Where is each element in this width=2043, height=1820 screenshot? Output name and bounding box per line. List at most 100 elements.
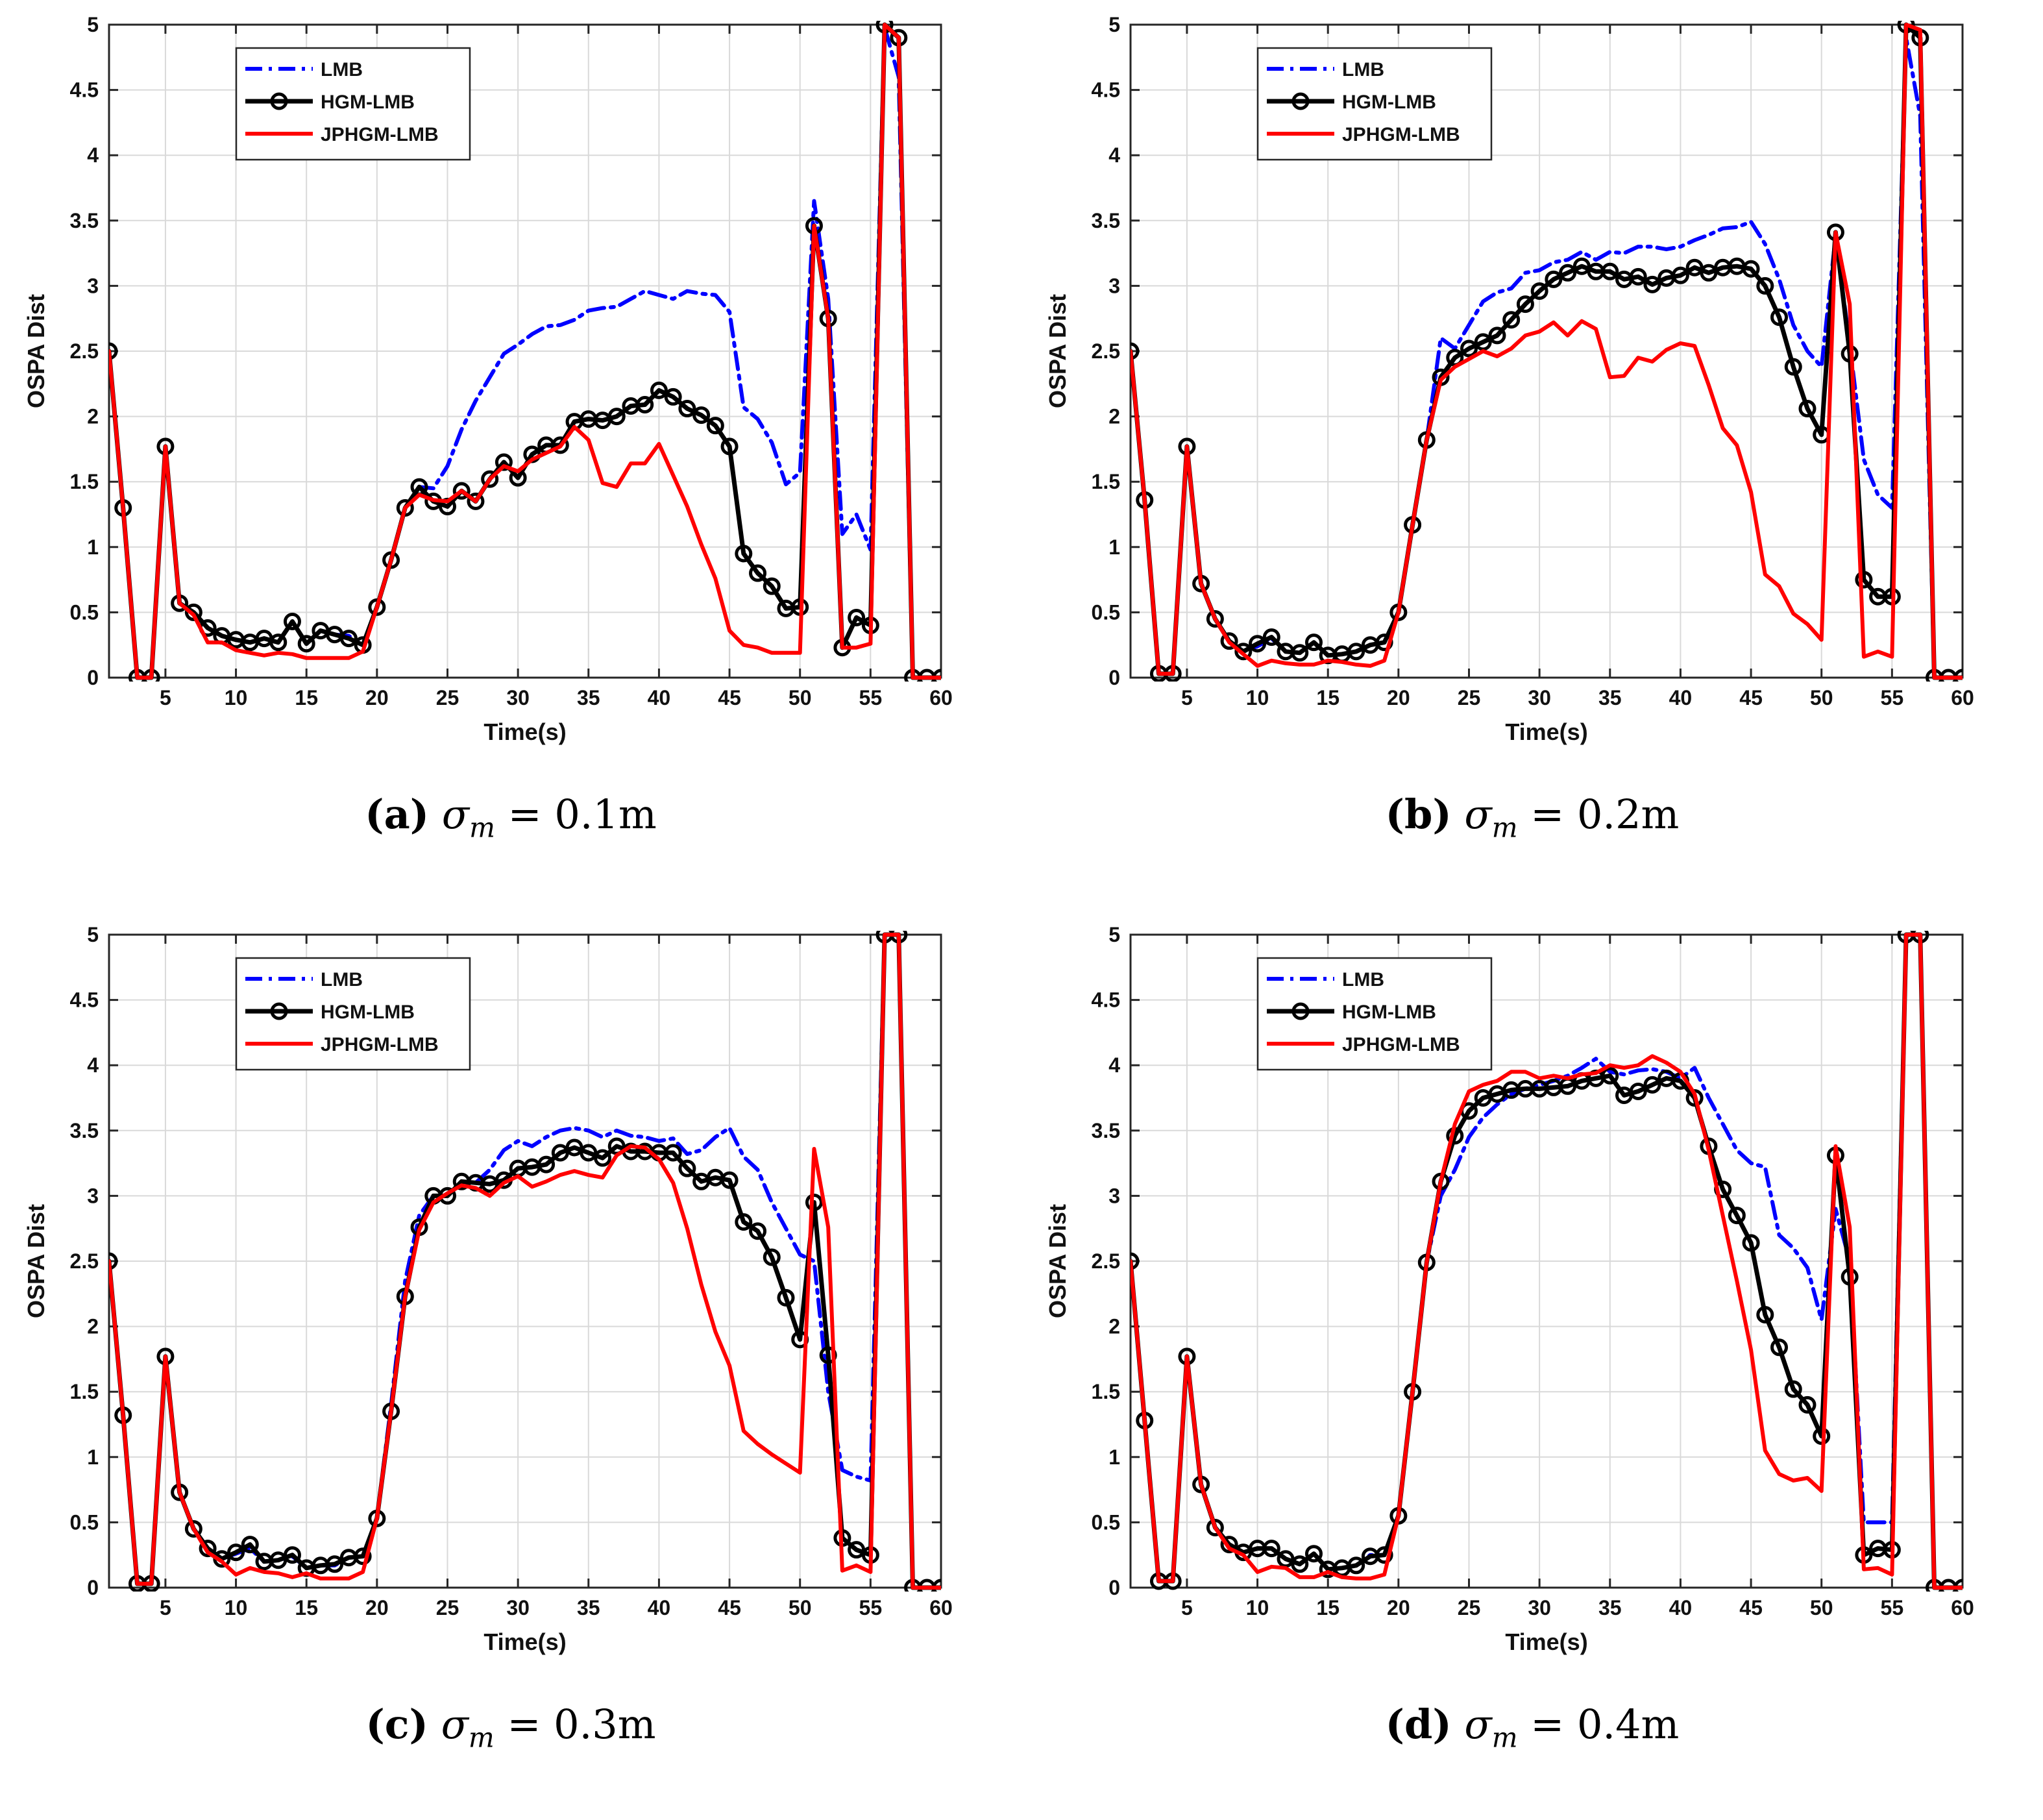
- x-tick-label: 15: [1316, 1596, 1340, 1619]
- data-point-hgm-lmb: [594, 1149, 612, 1167]
- caption-subscript: m: [469, 811, 495, 844]
- data-point-hgm-lmb: [109, 342, 118, 360]
- caption-subscript: m: [1491, 811, 1518, 844]
- x-tick-label: 25: [436, 686, 459, 709]
- legend-label-hgm-lmb: HGM-LMB: [321, 92, 415, 113]
- y-tick-label: 3.5: [70, 1119, 99, 1142]
- chart-b: 5 10 15 20 25 30 35 40 45 50 55 6000.511.522.533.54…: [1044, 13, 1974, 745]
- y-tick-label: 2: [1108, 1315, 1120, 1338]
- data-point-hgm-lmb: [1629, 267, 1647, 286]
- y-tick-label: 4.5: [1092, 79, 1120, 102]
- data-point-hgm-lmb: [1262, 628, 1280, 646]
- y-tick-label: 5: [87, 923, 99, 946]
- y-axis-label: OSPA Dist: [23, 1204, 49, 1318]
- x-tick-label: 50: [1810, 686, 1833, 709]
- legend-marker-hgm-lmb: [270, 92, 288, 110]
- data-point-hgm-lmb: [1460, 339, 1478, 358]
- data-point-hgm-lmb: [283, 1546, 301, 1564]
- data-point-hgm-lmb: [452, 482, 471, 500]
- y-tick-label: 0.5: [70, 600, 99, 624]
- y-tick-label: 1.5: [1092, 1380, 1120, 1403]
- legend-box: [1256, 47, 1493, 161]
- x-tick-label: 30: [1528, 1596, 1551, 1619]
- x-tick-label: 25: [436, 1596, 459, 1619]
- x-tick-label: 10: [225, 1596, 248, 1619]
- series-line-lmb: [109, 933, 941, 1590]
- y-tick-label: 2: [1108, 405, 1120, 428]
- data-point-hgm-lmb: [706, 417, 724, 435]
- legend-label-hgm-lmb: HGM-LMB: [1342, 1002, 1436, 1023]
- x-tick-label: 55: [1881, 1596, 1904, 1619]
- series-group: [1131, 21, 1963, 682]
- data-point-hgm-lmb: [763, 577, 781, 595]
- data-point-hgm-lmb: [1756, 277, 1774, 295]
- y-tick-label: 0: [1108, 666, 1120, 689]
- data-point-hgm-lmb: [763, 1248, 781, 1266]
- y-tick-label: 0.5: [70, 1510, 99, 1534]
- data-point-hgm-lmb: [1629, 1082, 1647, 1100]
- y-tick-label: 5: [1108, 923, 1120, 946]
- data-point-hgm-lmb: [1347, 1556, 1365, 1575]
- x-tick-label: 60: [1951, 686, 1974, 709]
- x-tick-label: 40: [648, 1596, 671, 1619]
- legend-label-lmb: LMB: [1342, 59, 1384, 80]
- caption-letter: (c): [365, 1701, 428, 1748]
- y-tick-label: 4: [1108, 143, 1120, 167]
- data-point-hgm-lmb: [354, 1547, 372, 1566]
- data-point-hgm-lmb: [241, 1536, 259, 1554]
- x-tick-label: 20: [365, 1596, 389, 1619]
- y-tick-label: 4.5: [70, 79, 99, 102]
- x-tick-label: 5: [160, 686, 171, 709]
- data-point-hgm-lmb: [650, 381, 668, 399]
- data-point-hgm-lmb: [184, 1519, 202, 1538]
- caption-symbol: σ: [1464, 1701, 1492, 1748]
- x-tick-label: 60: [929, 686, 953, 709]
- x-tick-label: 35: [1598, 1596, 1622, 1619]
- data-point-hgm-lmb: [1559, 264, 1577, 282]
- y-tick-label: 3: [1108, 1184, 1120, 1207]
- x-tick-label: 45: [1739, 1596, 1763, 1619]
- data-point-hgm-lmb: [1643, 275, 1661, 293]
- data-point-hgm-lmb: [339, 630, 358, 648]
- caption-letter: (d): [1385, 1701, 1452, 1748]
- caption-b: (b) σm = 0.2m: [1022, 791, 2043, 843]
- x-tick-label: 20: [365, 686, 389, 709]
- data-point-hgm-lmb: [184, 603, 202, 621]
- y-axis-label: OSPA Dist: [23, 294, 49, 408]
- y-tick-label: 3.5: [1092, 209, 1120, 232]
- data-point-hgm-lmb: [1742, 1234, 1760, 1252]
- caption-equals: =: [1530, 1701, 1565, 1748]
- data-point-hgm-lmb: [1601, 1066, 1619, 1085]
- y-tick-label: 0: [87, 1576, 99, 1599]
- y-tick-label: 2: [87, 1315, 99, 1338]
- caption-d: (d) σm = 0.4m: [1022, 1701, 2043, 1753]
- series-line-hgm-lmb: [1131, 22, 1963, 680]
- y-tick-label: 3: [87, 274, 99, 297]
- caption-symbol: σ: [441, 791, 470, 838]
- data-point-hgm-lmb: [269, 633, 287, 652]
- data-point-hgm-lmb: [664, 387, 682, 406]
- caption-c: (c) σm = 0.3m: [0, 1701, 1022, 1753]
- x-tick-label: 35: [577, 1596, 600, 1619]
- caption-value: 0.1m: [554, 791, 657, 838]
- x-tick-label: 50: [789, 1596, 812, 1619]
- legend-box: [235, 957, 471, 1071]
- chart-c: 5 10 15 20 25 30 35 40 45 50 55 6000.511.522.533.54…: [23, 923, 953, 1655]
- y-tick-label: 2.5: [1092, 1249, 1120, 1273]
- x-tick-label: 25: [1458, 1596, 1481, 1619]
- data-point-hgm-lmb: [735, 545, 753, 563]
- y-tick-label: 3.5: [70, 209, 99, 232]
- y-tick-label: 1: [1108, 535, 1120, 559]
- legend-marker-hgm-lmb: [1291, 92, 1310, 110]
- y-tick-label: 3.5: [1092, 1119, 1120, 1142]
- data-point-hgm-lmb: [1545, 270, 1563, 288]
- data-point-hgm-lmb: [678, 400, 696, 418]
- caption-symbol: σ: [1464, 791, 1492, 838]
- y-tick-label: 5: [87, 13, 99, 36]
- x-tick-label: 60: [1951, 1596, 1974, 1619]
- legend: LMB HGM-LMB JPHGM-LMB: [1256, 47, 1493, 161]
- data-point-hgm-lmb: [1770, 308, 1789, 326]
- panel-c: 5 10 15 20 25 30 35 40 45 50 55 60 0 0.5 1 1.5 2 2.5 3 3.5 4…: [0, 910, 1022, 1820]
- caption-equals: =: [508, 791, 542, 838]
- data-point-hgm-lmb: [1291, 644, 1309, 662]
